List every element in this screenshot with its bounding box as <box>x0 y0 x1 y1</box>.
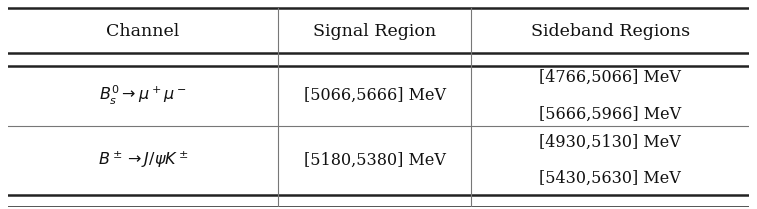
Text: [5430,5630] MeV: [5430,5630] MeV <box>540 170 681 187</box>
Text: Channel: Channel <box>106 23 179 40</box>
Text: [4766,5066] MeV: [4766,5066] MeV <box>540 69 681 86</box>
Text: [5180,5380] MeV: [5180,5380] MeV <box>304 152 446 169</box>
Text: $B^\pm \rightarrow J/\psi K^\pm$: $B^\pm \rightarrow J/\psi K^\pm$ <box>98 150 188 171</box>
Text: [5666,5966] MeV: [5666,5966] MeV <box>539 106 681 123</box>
Text: [5066,5666] MeV: [5066,5666] MeV <box>304 87 446 104</box>
Text: $B_s^0 \rightarrow \mu^+\mu^-$: $B_s^0 \rightarrow \mu^+\mu^-$ <box>99 84 187 107</box>
Text: [4930,5130] MeV: [4930,5130] MeV <box>540 133 681 150</box>
Text: Signal Region: Signal Region <box>313 23 436 40</box>
Text: Sideband Regions: Sideband Regions <box>531 23 690 40</box>
